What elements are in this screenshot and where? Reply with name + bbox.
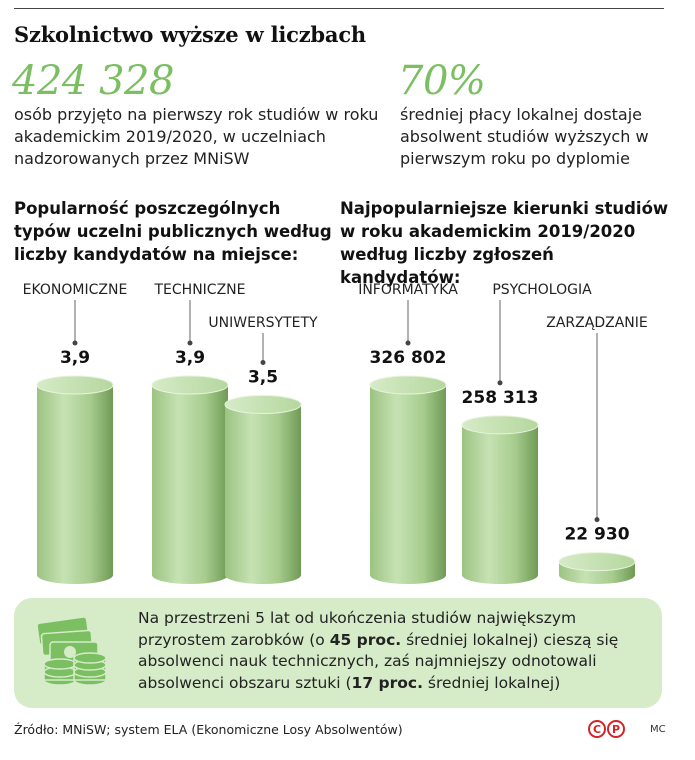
bar-0-2 [225,404,301,584]
svg-text:P: P [612,723,620,736]
category-label-1-2: ZARZĄDZANIE [546,315,647,331]
svg-text:C: C [593,723,601,736]
source-line: Źródło: MNiSW; system ELA (Ekonomiczne L… [14,722,403,737]
bar-top-1-2 [558,552,636,572]
bar-1-1 [462,424,538,584]
value-label-0-2: 3,5 [248,367,278,387]
note-box [14,598,662,708]
note-part-1: Na przestrzeni 5 lat od ukończenia studi… [138,609,577,649]
stat-right-description: średniej płacy lokalnej dostaje absolwen… [400,105,649,168]
value-label-1-0: 326 802 [370,348,447,368]
bar-top-0-2 [224,394,302,414]
value-label-0-1: 3,9 [175,348,205,368]
bar-0-0 [37,385,113,584]
leader-dot-0-0 [72,340,78,346]
note-part-2: średniej lokalnej) cieszą się absolwenci… [138,630,619,692]
bar-top-1-1 [461,415,539,435]
chart-right-heading: Najpopularniejsze kierunki studiów w rok… [340,199,669,287]
cylinder-charts: 3,9 EKONOMICZNE 3,9 TECHNICZNE 3,5 UNIWERSYTE… [23,282,648,584]
note-text: Na przestrzeni 5 lat od ukończenia studi… [138,608,658,694]
category-label-1-0: INFORMATYKA [358,282,458,298]
leader-dot-1-0 [405,340,411,346]
page-title: Szkolnictwo wyższe w liczbach [14,22,366,47]
value-label-1-2: 22 930 [564,525,629,545]
stat-left-value: 424 328 [12,58,174,104]
category-label-1-1: PSYCHOLOGIA [492,282,592,298]
leader-dot-1-1 [497,380,503,386]
bar-1-0 [370,385,446,584]
leader-dot-0-1 [187,340,193,346]
chart-left-heading: Popularność poszczególnych typów uczelni… [14,199,332,264]
publisher-logo-icon: C P [588,720,625,738]
bar-top-0-0 [36,375,114,395]
stat-left-description: osób przyjęto na pierwszy rok studiów w … [14,105,379,168]
category-label-0-2: UNIWERSYTETY [208,315,318,331]
stat-right-value: 70% [398,58,486,104]
author-initials: MC [650,724,666,735]
money-stack-icon [36,616,107,686]
bar-top-0-1 [151,375,229,395]
note-part-3: średniej lokalnej) [422,673,561,692]
note-bold-2: 17 proc. [351,673,423,692]
leader-dot-0-2 [260,359,266,365]
value-label-1-1: 258 313 [462,388,539,408]
bar-0-1 [152,385,228,584]
bar-top-1-0 [369,375,447,395]
leader-dot-1-2 [594,517,600,523]
value-label-0-0: 3,9 [60,348,90,368]
category-label-0-1: TECHNICZNE [154,282,246,298]
top-rule [14,8,664,9]
note-bold-1: 45 proc. [329,630,402,649]
category-label-0-0: EKONOMICZNE [23,282,128,298]
